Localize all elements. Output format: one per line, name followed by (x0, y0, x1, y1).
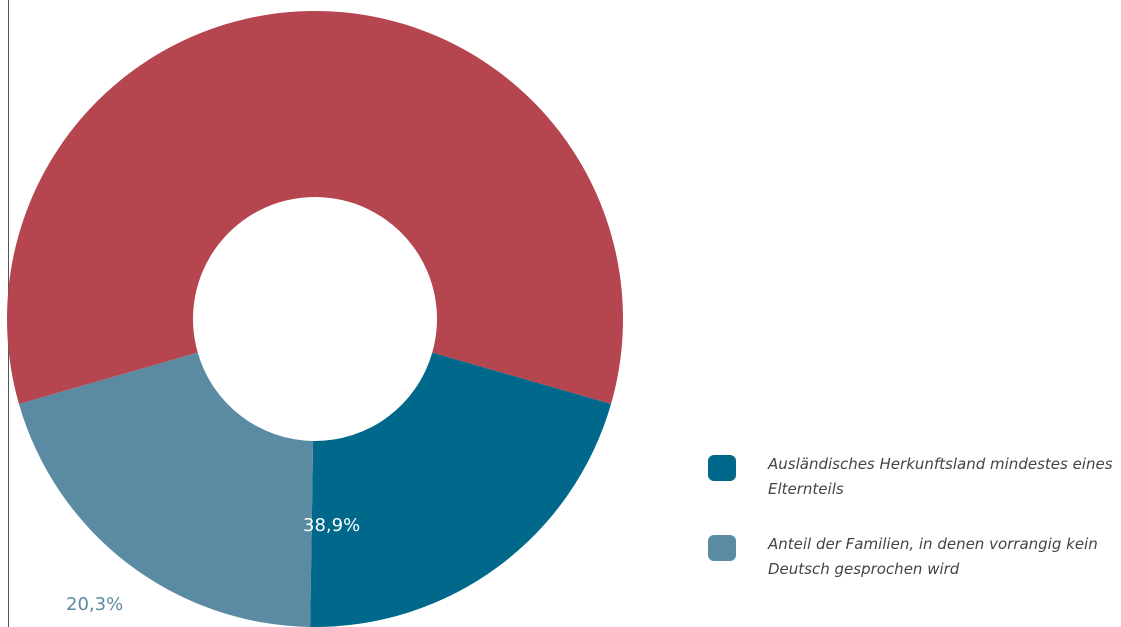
legend-label-herkunftsland: Ausländisches Herkunftsland mindestes ei… (768, 455, 1113, 498)
donut-slice-major (6, 10, 623, 404)
legend: Ausländisches Herkunftsland mindestes ei… (708, 452, 1113, 612)
legend-item-herkunftsland: Ausländisches Herkunftsland mindestes ei… (708, 452, 1113, 502)
data-label-outer: 20,3% (66, 594, 124, 615)
legend-swatch-herkunftsland (708, 455, 736, 481)
data-label-inner: 38,9% (303, 515, 361, 536)
donut-slice-kein-deutsch (18, 352, 314, 627)
legend-swatch-kein-deutsch (708, 535, 736, 561)
legend-item-kein-deutsch: Anteil der Familien, in denen vorrangig … (708, 532, 1113, 582)
donut-slice-herkunftsland (310, 352, 612, 627)
legend-label-kein-deutsch: Anteil der Familien, in denen vorrangig … (768, 535, 1098, 578)
